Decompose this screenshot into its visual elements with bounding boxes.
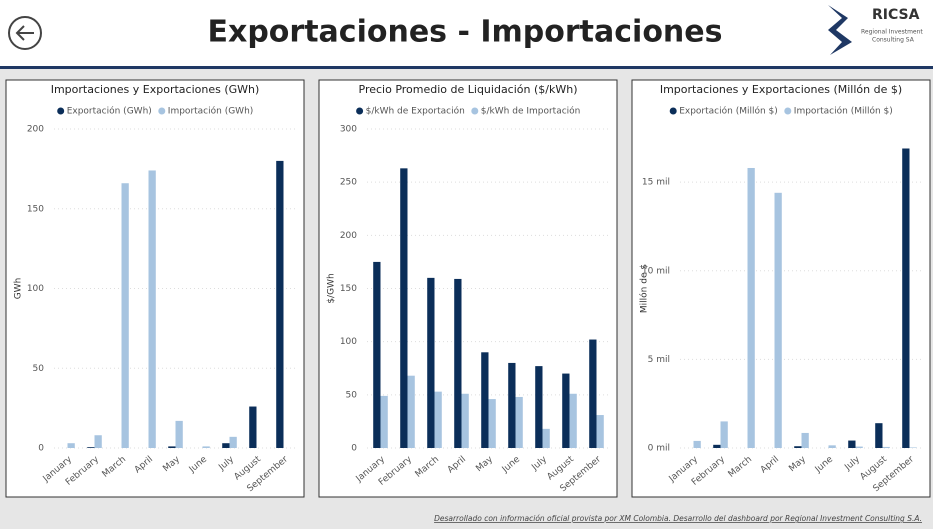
bar [747, 167, 755, 448]
y-tick-label: 50 [346, 390, 358, 400]
legend-label: Importación (Millón $) [794, 106, 893, 117]
legend: $/kWh de Exportación $/kWh de Importación [356, 106, 580, 117]
chart-panel: Importaciones y Exportaciones (Millón de… [631, 79, 931, 498]
chart-title: Importaciones y Exportaciones (GWh) [51, 83, 260, 96]
legend-label: Exportación (Millón $) [679, 106, 778, 117]
y-tick-label: 150 [340, 284, 357, 294]
bar [202, 446, 210, 448]
legend-label: Importación (GWh) [168, 106, 254, 117]
legend-swatch [356, 107, 364, 115]
y-tick-label: 250 [340, 178, 357, 188]
y-tick-label: 10 mil [642, 266, 670, 276]
legend-swatch [158, 107, 166, 115]
bar [481, 352, 489, 448]
bar [407, 375, 415, 448]
y-tick-label: 100 [27, 284, 44, 294]
bar [400, 168, 408, 449]
bar [434, 391, 442, 448]
y-tick-label: 15 mil [642, 178, 670, 188]
bar [693, 440, 701, 448]
y-tick-label: 150 [27, 204, 44, 214]
bar [720, 421, 728, 448]
bar [454, 278, 462, 448]
footer-note: Desarrollado con información oficial pro… [434, 514, 922, 523]
bar [589, 339, 597, 448]
bar [801, 432, 809, 448]
bar [542, 428, 550, 448]
y-tick-label: 0 mil [648, 444, 670, 454]
header-rule [0, 66, 933, 69]
back-button[interactable] [8, 16, 42, 50]
bar [168, 446, 176, 448]
chart-panel: Precio Promedio de Liquidación ($/kWh) $/… [318, 79, 618, 498]
bar [794, 446, 802, 448]
header-band [0, 0, 933, 66]
bar [882, 446, 890, 448]
chart-panel: Importaciones y Exportaciones (GWh) Expor… [5, 79, 305, 498]
y-tick-label: 0 [38, 444, 44, 454]
bar [848, 440, 856, 448]
back-arrow[interactable] [15, 25, 34, 41]
bar [508, 362, 516, 448]
legend-swatch [669, 107, 677, 115]
logo-mark [828, 5, 852, 55]
y-tick-label: 300 [340, 125, 357, 135]
bar [249, 406, 257, 448]
bar [222, 443, 230, 448]
legend-swatch [784, 107, 792, 115]
bar [535, 366, 543, 448]
bar [902, 148, 910, 448]
bar [427, 277, 435, 448]
bar [94, 435, 102, 448]
legend-label: Exportación (GWh) [67, 106, 152, 117]
bar [121, 183, 129, 449]
bar [67, 443, 75, 448]
legend-swatch [471, 107, 479, 115]
y-tick-label: 200 [27, 125, 44, 135]
y-axis-label: Millón de $ [639, 264, 650, 313]
logo-subtitle: Consulting SA [872, 37, 915, 44]
legend-label: $/kWh de Exportación [366, 106, 465, 117]
bar [373, 261, 381, 448]
bar [569, 393, 577, 448]
y-tick-label: 5 mil [648, 355, 670, 365]
logo-subtitle: Regional Investment [861, 29, 923, 36]
back-circle[interactable] [8, 16, 42, 50]
chart-title: Precio Promedio de Liquidación ($/kWh) [359, 83, 578, 96]
logo-name: RICSA [872, 7, 920, 23]
bar [855, 446, 863, 448]
y-axis-label: GWh [14, 278, 24, 300]
y-tick-label: 0 [351, 444, 357, 454]
bar [380, 395, 388, 448]
bar [87, 447, 95, 448]
bar [461, 393, 469, 448]
y-tick-label: 200 [340, 231, 357, 241]
legend: Exportación (GWh) Importación (GWh) [57, 106, 253, 117]
bar [148, 170, 156, 448]
chart-title: Importaciones y Exportaciones (Millón de… [660, 83, 902, 96]
bar [875, 423, 883, 448]
legend-label: $/kWh de Importación [481, 106, 581, 117]
bar [909, 447, 917, 448]
bar [175, 420, 183, 448]
bar [488, 399, 496, 448]
legend-swatch [57, 107, 65, 115]
bar [774, 192, 782, 448]
y-tick-label: 50 [33, 364, 45, 374]
bar [828, 445, 836, 448]
bar [596, 415, 604, 448]
page-title: Exportaciones - Importaciones [207, 15, 722, 50]
legend: Exportación (Millón $) Importación (Milló… [669, 106, 893, 117]
bar [515, 396, 523, 448]
y-tick-label: 100 [340, 337, 357, 347]
bar [713, 444, 721, 448]
bar [562, 373, 570, 448]
bar [229, 436, 237, 448]
bar [276, 160, 284, 448]
y-axis-label: $/GWh [327, 273, 337, 303]
